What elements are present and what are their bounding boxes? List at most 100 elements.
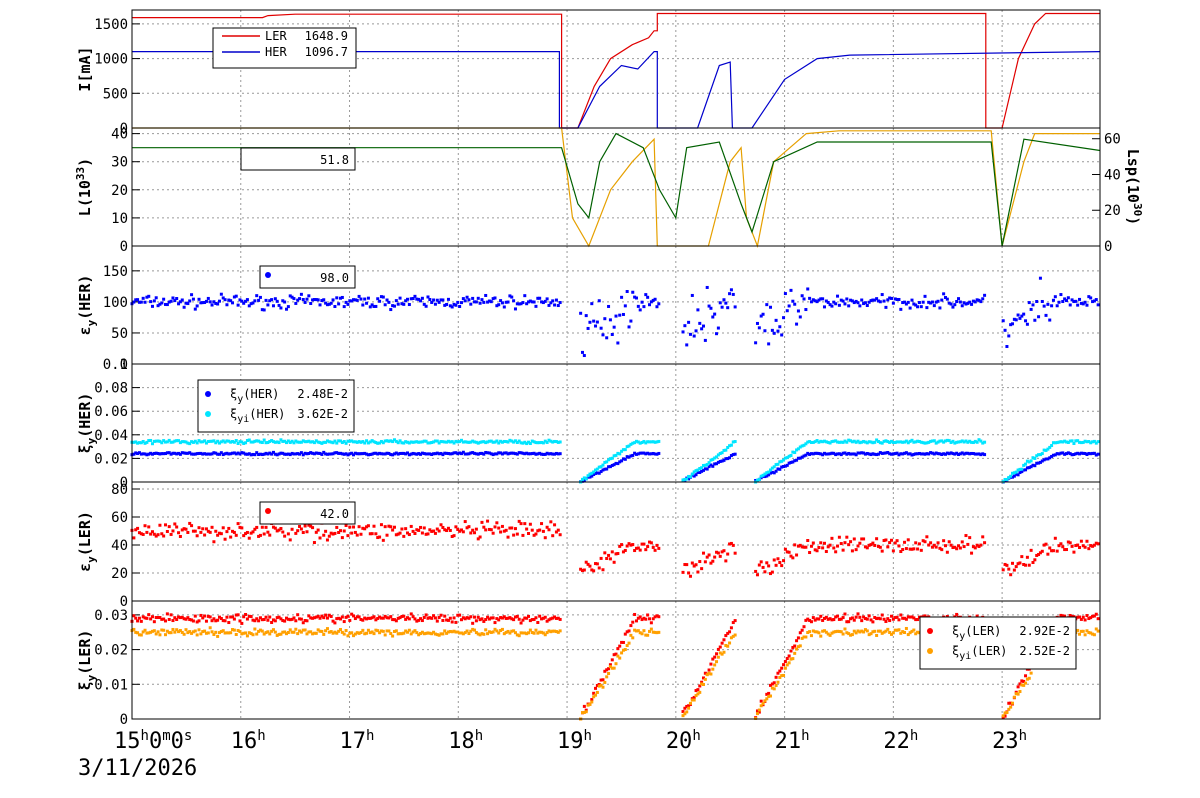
y-tick-label: 150 [103, 264, 128, 280]
data-point [759, 474, 763, 478]
data-point [728, 641, 732, 645]
data-point [796, 456, 800, 460]
data-point [368, 452, 372, 456]
data-point [809, 544, 813, 548]
data-point [398, 531, 402, 535]
data-point [257, 619, 261, 623]
data-point [177, 531, 181, 535]
data-point [180, 440, 184, 444]
data-point [236, 303, 240, 307]
data-point [688, 574, 692, 578]
data-point [897, 453, 901, 457]
data-point [767, 691, 771, 695]
data-point [473, 440, 477, 444]
data-point [1033, 456, 1037, 460]
data-point [519, 522, 523, 526]
data-point [970, 551, 974, 555]
data-point [480, 520, 484, 524]
data-point [513, 631, 517, 635]
data-point [923, 294, 927, 298]
data-point [534, 452, 538, 456]
data-point [430, 632, 434, 636]
data-point [880, 631, 884, 635]
data-point [132, 627, 136, 631]
data-point [456, 452, 460, 456]
data-point [806, 539, 810, 543]
data-point [402, 441, 406, 445]
data-point [476, 632, 480, 636]
data-point [389, 453, 393, 457]
data-point [190, 440, 194, 444]
data-point [614, 461, 618, 465]
data-point [178, 629, 182, 633]
data-point [607, 671, 611, 675]
data-point [463, 520, 467, 524]
data-point [184, 301, 188, 305]
data-point [811, 298, 815, 302]
series-points-2 [130, 438, 1100, 484]
data-point [785, 456, 789, 460]
data-point [450, 630, 454, 634]
data-point [180, 451, 184, 455]
data-point [1031, 561, 1035, 565]
data-point [420, 296, 424, 300]
data-point [698, 690, 702, 694]
y-tick-label: 100 [103, 295, 128, 311]
data-point [298, 617, 302, 621]
data-point [134, 451, 138, 455]
data-point [406, 616, 410, 620]
data-point [474, 300, 478, 304]
data-point [914, 632, 918, 636]
data-point [558, 452, 562, 456]
data-point [824, 452, 828, 456]
data-point [815, 451, 819, 455]
data-point [983, 440, 987, 444]
data-point [681, 570, 685, 574]
data-point [919, 452, 923, 456]
legend-name: HER [265, 45, 287, 59]
data-point [357, 615, 361, 619]
data-point [556, 616, 560, 620]
data-point [847, 451, 851, 455]
data-point [707, 304, 711, 308]
data-point [916, 452, 920, 456]
data-point [281, 439, 285, 443]
data-point [653, 548, 657, 552]
data-point [601, 685, 605, 689]
data-point [778, 675, 782, 679]
data-point [1003, 477, 1007, 481]
data-point [1046, 552, 1050, 556]
legend-marker [927, 628, 933, 634]
data-point [584, 710, 588, 714]
data-point [352, 634, 356, 638]
data-point [262, 308, 266, 312]
data-point [1011, 322, 1015, 326]
data-point [497, 618, 501, 622]
data-point [489, 528, 493, 532]
data-point [640, 632, 644, 636]
data-point [815, 300, 819, 304]
y-tick-label: 0.02 [94, 643, 128, 659]
data-point [681, 478, 685, 482]
data-point [808, 452, 812, 456]
data-point [873, 543, 877, 547]
data-point [765, 303, 769, 307]
data-point [579, 311, 583, 315]
data-point [283, 630, 287, 634]
data-point [731, 292, 735, 296]
data-point [471, 296, 475, 300]
data-point [1070, 544, 1074, 548]
data-point [346, 634, 350, 638]
data-point [1085, 539, 1089, 543]
data-point [858, 441, 862, 445]
data-point [264, 298, 268, 302]
data-point [733, 633, 737, 637]
data-point [845, 452, 849, 456]
data-point [426, 532, 430, 536]
data-point [530, 618, 534, 622]
y-tick-label: 0.01 [94, 677, 128, 693]
data-point [608, 465, 612, 469]
data-point [631, 543, 635, 547]
data-point [802, 635, 806, 639]
data-point [1051, 298, 1055, 302]
